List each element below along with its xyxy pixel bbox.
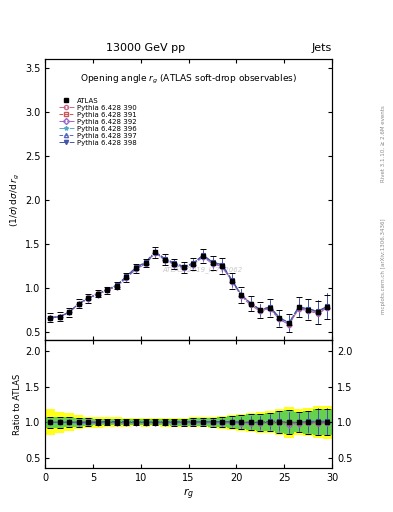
Text: mcplots.cern.ch [arXiv:1306.3436]: mcplots.cern.ch [arXiv:1306.3436] xyxy=(381,219,386,314)
X-axis label: $r_g$: $r_g$ xyxy=(183,486,194,502)
Text: ATLAS_2019_I1772062: ATLAS_2019_I1772062 xyxy=(163,267,243,273)
Text: Rivet 3.1.10, ≥ 2.6M events: Rivet 3.1.10, ≥ 2.6M events xyxy=(381,105,386,182)
Y-axis label: $(1/\sigma)\,\mathrm{d}\sigma/\mathrm{d}\,r_g$: $(1/\sigma)\,\mathrm{d}\sigma/\mathrm{d}… xyxy=(9,173,22,227)
Text: 13000 GeV pp: 13000 GeV pp xyxy=(106,42,185,53)
Text: Jets: Jets xyxy=(312,42,332,53)
Text: Opening angle $r_g$ (ATLAS soft-drop observables): Opening angle $r_g$ (ATLAS soft-drop obs… xyxy=(80,73,297,86)
Y-axis label: Ratio to ATLAS: Ratio to ATLAS xyxy=(13,374,22,435)
Legend: ATLAS, Pythia 6.428 390, Pythia 6.428 391, Pythia 6.428 392, Pythia 6.428 396, P: ATLAS, Pythia 6.428 390, Pythia 6.428 39… xyxy=(57,96,139,147)
